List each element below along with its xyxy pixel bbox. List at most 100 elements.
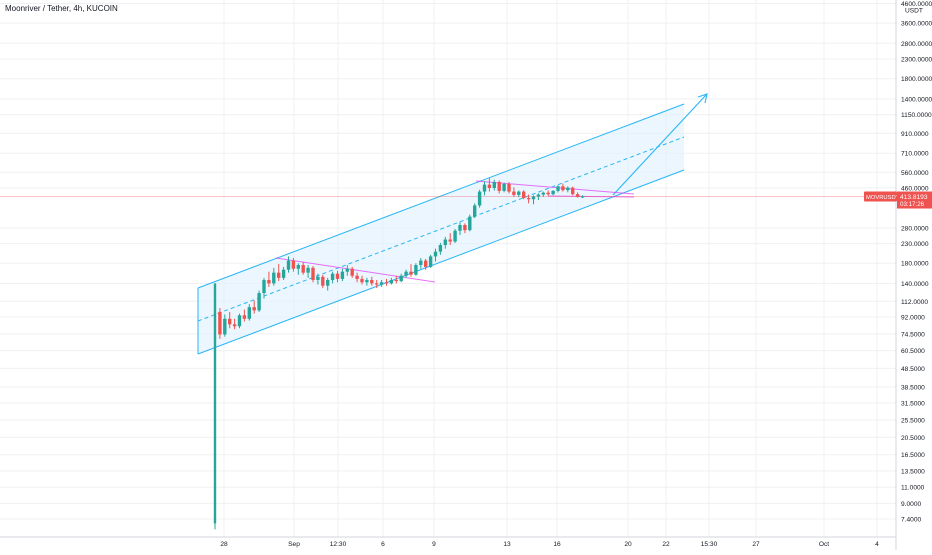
wedge-2-lower-line bbox=[547, 195, 635, 198]
candle-body bbox=[257, 293, 261, 311]
candle-body bbox=[277, 272, 281, 278]
projection-arrow-head bbox=[697, 93, 708, 104]
candle bbox=[370, 276, 374, 286]
candle-body bbox=[526, 198, 531, 200]
candle bbox=[556, 185, 560, 193]
candle-body bbox=[218, 311, 222, 335]
candle bbox=[389, 277, 394, 285]
candle-body bbox=[458, 225, 462, 231]
candle bbox=[541, 191, 545, 197]
candle bbox=[223, 314, 227, 337]
candle-body bbox=[365, 280, 369, 283]
price-tick-label: 3600.0000 bbox=[901, 21, 932, 28]
price-tick-label: 74.5000 bbox=[901, 331, 925, 338]
candle-body bbox=[379, 282, 384, 285]
candle-body bbox=[551, 190, 555, 195]
time-tick-label: 22 bbox=[662, 541, 670, 548]
price-tick-label: 48.5000 bbox=[901, 366, 925, 373]
candle bbox=[267, 271, 271, 287]
candle-body bbox=[482, 184, 487, 192]
candle bbox=[291, 258, 296, 272]
price-tick-label: 1150.0000 bbox=[901, 112, 932, 119]
candle bbox=[424, 258, 428, 270]
symbol-tag-label: MOVRUSDT bbox=[866, 195, 900, 201]
candle bbox=[257, 290, 261, 312]
candle bbox=[428, 254, 433, 268]
candle-body bbox=[262, 280, 266, 294]
price-tick-label: 2300.0000 bbox=[901, 57, 932, 64]
candle bbox=[575, 192, 580, 198]
candle bbox=[492, 179, 496, 191]
drawing-layer bbox=[0, 93, 896, 355]
candle bbox=[375, 280, 379, 289]
candle-body bbox=[561, 186, 565, 191]
time-tick-label: 27 bbox=[752, 541, 760, 548]
candle-body bbox=[541, 192, 545, 195]
candle-body bbox=[428, 256, 433, 267]
candle bbox=[517, 190, 521, 198]
candle-body bbox=[473, 205, 477, 217]
candle-body bbox=[350, 268, 354, 276]
candle bbox=[394, 275, 398, 284]
candle bbox=[272, 267, 276, 286]
candle-body bbox=[316, 276, 320, 281]
candle bbox=[522, 190, 526, 200]
candle-body bbox=[291, 260, 296, 269]
price-tick-label: 460.0000 bbox=[901, 186, 929, 193]
candle-body bbox=[409, 271, 413, 275]
candle-body bbox=[512, 191, 516, 195]
candle-body bbox=[340, 271, 345, 279]
time-tick-label: 13 bbox=[503, 541, 511, 548]
candle-body bbox=[237, 315, 242, 327]
last-price-tag bbox=[897, 191, 932, 209]
candle bbox=[218, 307, 222, 339]
candle bbox=[409, 264, 413, 277]
time-tick-label: Sep bbox=[288, 541, 300, 548]
candle-body bbox=[355, 275, 359, 279]
candle bbox=[232, 318, 237, 330]
candle-body bbox=[281, 269, 286, 278]
time-tick-label: 6 bbox=[381, 541, 385, 548]
candle-body bbox=[267, 280, 271, 284]
candle-body bbox=[497, 181, 501, 191]
candle bbox=[463, 223, 467, 234]
candle-body bbox=[566, 187, 570, 191]
price-tick-label: 13.5000 bbox=[901, 468, 925, 475]
candle-body bbox=[321, 276, 325, 286]
candle bbox=[296, 263, 300, 275]
candle bbox=[335, 270, 340, 283]
candle bbox=[536, 193, 541, 201]
price-tick-label: 140.0000 bbox=[901, 281, 929, 288]
wedge-1-upper-line bbox=[275, 257, 436, 283]
time-tick-label: 16 bbox=[553, 541, 561, 548]
candle-body bbox=[232, 324, 237, 327]
projection-arrow-line bbox=[612, 94, 707, 196]
candle-body bbox=[453, 230, 457, 242]
candle bbox=[301, 262, 305, 275]
candle bbox=[252, 300, 256, 314]
candle bbox=[551, 190, 555, 196]
candle bbox=[311, 265, 315, 283]
price-tick-label: 560.0000 bbox=[901, 170, 929, 177]
candle bbox=[448, 233, 452, 245]
candle-body bbox=[575, 194, 580, 197]
price-tick-label: 16.5000 bbox=[901, 452, 925, 459]
chart-title: Moonriver / Tether, 4h, KUCOIN bbox=[5, 4, 118, 13]
candle bbox=[277, 264, 281, 282]
candle bbox=[321, 274, 325, 289]
candle bbox=[458, 222, 462, 236]
candle bbox=[419, 258, 423, 269]
candle-body bbox=[389, 280, 394, 284]
candle-body bbox=[531, 196, 536, 200]
candle-body bbox=[384, 282, 389, 284]
candle bbox=[237, 313, 242, 329]
candle bbox=[414, 263, 418, 276]
candle-body bbox=[438, 244, 443, 252]
candle bbox=[340, 268, 345, 282]
candle-body bbox=[330, 273, 335, 281]
countdown-label: 03:17:26 bbox=[900, 201, 925, 208]
